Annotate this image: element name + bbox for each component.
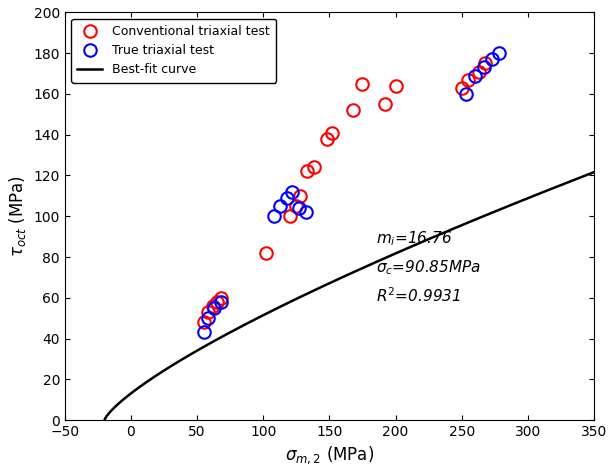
Best-fit curve [575,175,582,181]
True triaxial test [277,203,284,209]
Line: Best-fit curve: Best-fit curve [104,172,594,420]
True triaxial test [488,56,495,62]
True triaxial test [211,305,218,311]
Conventional triaxial test [465,77,472,82]
Conventional triaxial test [310,165,317,170]
True triaxial test [462,91,469,97]
Conventional triaxial test [392,83,399,88]
True triaxial test [289,189,296,194]
Line: True triaxial test: True triaxial test [198,47,505,339]
Conventional triaxial test [328,130,336,136]
True triaxial test [284,195,291,201]
Conventional triaxial test [458,85,465,91]
True triaxial test [471,73,478,79]
Conventional triaxial test [217,295,225,301]
Text: $R^2$=0.9931: $R^2$=0.9931 [376,286,460,305]
Conventional triaxial test [262,250,270,256]
True triaxial test [295,205,303,211]
Conventional triaxial test [286,213,293,219]
Y-axis label: $\tau_{oct}$ (MPa): $\tau_{oct}$ (MPa) [7,175,28,257]
Conventional triaxial test [482,61,489,66]
Best-fit curve [319,284,326,289]
True triaxial test [204,315,211,321]
Conventional triaxial test [323,136,330,141]
True triaxial test [495,50,502,56]
True triaxial test [200,330,208,335]
Best-fit curve [575,175,582,181]
Text: $\sigma_c$=90.85MPa: $\sigma_c$=90.85MPa [376,258,481,277]
Conventional triaxial test [303,168,311,174]
Best-fit curve [478,214,485,220]
True triaxial test [217,299,225,305]
Conventional triaxial test [381,101,389,107]
Best-fit curve [305,290,312,296]
Conventional triaxial test [475,69,483,74]
Conventional triaxial test [349,107,357,113]
True triaxial test [481,65,488,70]
Conventional triaxial test [200,319,208,325]
Best-fit curve [590,169,597,175]
Conventional triaxial test [359,81,366,87]
True triaxial test [270,213,278,219]
Conventional triaxial test [293,203,300,209]
Legend: Conventional triaxial test, True triaxial test, Best-fit curve: Conventional triaxial test, True triaxia… [71,19,276,83]
Line: Conventional triaxial test: Conventional triaxial test [198,57,492,328]
Text: $m_i$=16.76: $m_i$=16.76 [376,229,452,248]
Conventional triaxial test [209,303,217,309]
Conventional triaxial test [213,299,220,305]
Conventional triaxial test [297,193,304,199]
Conventional triaxial test [204,309,211,315]
True triaxial test [302,210,309,215]
X-axis label: $\sigma_{m,2}$ (MPa): $\sigma_{m,2}$ (MPa) [285,445,374,466]
